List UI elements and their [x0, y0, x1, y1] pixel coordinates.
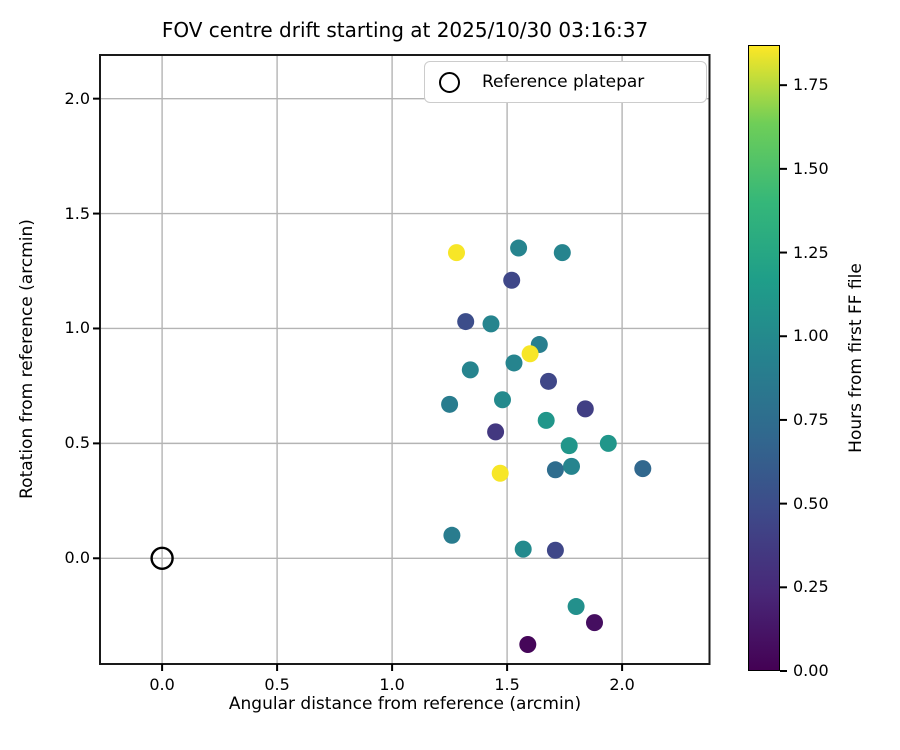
x-axis-label: Angular distance from reference (arcmin) — [228, 694, 582, 714]
scatter-point — [519, 635, 537, 653]
scatter-point — [443, 526, 461, 544]
chart-title: FOV centre drift starting at 2025/10/30 … — [161, 18, 649, 42]
colorbar-tick-label: 0.25 — [793, 577, 829, 597]
scatter-point — [505, 354, 523, 372]
colorbar-tick-label: 1.25 — [793, 242, 829, 262]
x-tick-label: 1.0 — [379, 675, 405, 694]
reference-platepar-marker — [150, 546, 174, 570]
scatter-point — [537, 411, 555, 429]
scatter-point — [521, 345, 539, 363]
colorbar-tick-label: 0.50 — [793, 493, 829, 513]
y-tick-label: 1.5 — [64, 203, 90, 223]
scatter-point — [461, 361, 479, 379]
scatter-point — [599, 434, 617, 452]
scatter-point — [491, 464, 509, 482]
scatter-point — [553, 244, 571, 262]
y-tick-label: 0.5 — [64, 433, 90, 453]
colorbar-label-text: Hours from first FF file — [846, 263, 866, 453]
colorbar-tick-label: 1.50 — [793, 158, 829, 178]
scatter-point — [576, 400, 594, 418]
y-axis-label-text: Rotation from reference (arcmin) — [17, 219, 37, 499]
scatter-point — [540, 372, 557, 390]
colorbar-tick-label: 0.75 — [793, 409, 829, 429]
colorbar-tick-label: 1.00 — [793, 326, 829, 346]
colorbar-gradient — [748, 45, 780, 671]
scatter-point — [487, 423, 505, 441]
scatter-point — [586, 614, 603, 632]
x-tick-label: 0.0 — [149, 675, 175, 694]
scatter-point — [457, 313, 475, 331]
scatter-point — [494, 391, 511, 409]
y-tick-label: 0.0 — [64, 548, 90, 568]
legend-entry-label: Reference platepar — [482, 72, 645, 92]
scatter-point — [560, 437, 578, 455]
x-tick-label: 1.5 — [494, 675, 520, 694]
scatter-point — [510, 239, 528, 257]
y-tick-label: 1.0 — [64, 318, 90, 338]
colorbar-tick-label: 1.75 — [793, 75, 829, 95]
y-tick-label: 2.0 — [64, 88, 90, 108]
scatter-point — [441, 395, 459, 413]
colorbar-tick-label: 0.00 — [793, 661, 829, 680]
legend-box: Reference platepar — [424, 61, 707, 103]
scatter-point — [546, 461, 564, 479]
x-tick-label: 0.5 — [264, 675, 290, 694]
scatter-point — [448, 244, 465, 262]
scatter-point — [634, 460, 652, 478]
scatter-point — [563, 457, 580, 475]
scatter-point — [482, 315, 500, 333]
open-circle-marker-icon — [439, 71, 460, 93]
x-tick-label: 2.0 — [609, 675, 635, 694]
scatter-point — [567, 598, 585, 616]
scatter-point — [503, 271, 521, 289]
scatter-point — [546, 541, 564, 559]
axes-spines — [99, 54, 711, 665]
scatter-point — [514, 540, 532, 558]
